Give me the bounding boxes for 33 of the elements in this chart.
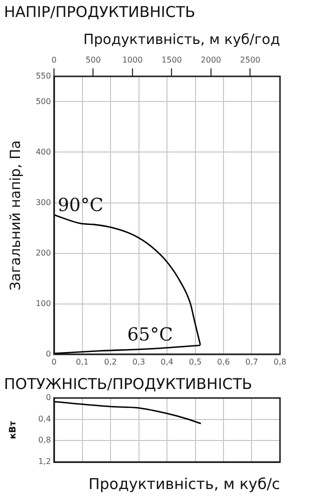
- y-tick-label: 500: [36, 96, 51, 106]
- series-label: 65°C: [127, 324, 173, 346]
- y-tick-label: 550: [36, 71, 51, 80]
- y-tick-label: 100: [36, 298, 51, 308]
- y-tick-label: 200: [36, 248, 51, 258]
- y-axis-title: кВт: [8, 420, 19, 440]
- y-tick-label: 0: [46, 349, 51, 358]
- y-tick-label: 0,8: [38, 436, 51, 445]
- y-axis-title: Загальний напір, Па: [8, 140, 24, 290]
- x-tick-label: 0,1: [76, 357, 89, 366]
- x2-tick-label: 1500: [162, 56, 182, 65]
- y-tick-label: 300: [36, 198, 51, 207]
- x2-axis-title: Продуктивність, м куб/год: [83, 32, 280, 48]
- y-tick-label: 0: [46, 393, 51, 402]
- chart-title: НАПІР/ПРОДУКТИВНІСТЬ: [4, 2, 196, 21]
- y-tick-label: 0,4: [38, 414, 51, 424]
- y-tick-label: 400: [36, 147, 51, 156]
- series-label: 90°C: [58, 195, 104, 216]
- x2-tick-label: 500: [86, 56, 101, 65]
- line-series: [54, 401, 202, 424]
- x-tick-label: 0,2: [104, 357, 117, 366]
- chart-title: ПОТУЖНІСТЬ/ПРОДУКТИВНІСТЬ: [4, 374, 252, 393]
- x-tick-label: 0,8: [274, 357, 286, 366]
- x2-tick-label: 2000: [200, 56, 222, 65]
- x-tick-label: 0,6: [217, 357, 230, 366]
- x2-tick-label: 1000: [122, 56, 143, 65]
- x-tick-label: 0,4: [160, 357, 174, 366]
- y-tick-label: 1,2: [38, 457, 51, 466]
- x2-tick-label: 2500: [240, 56, 260, 65]
- x-tick-label: 0,5: [188, 357, 202, 366]
- x-axis-title: Продуктивність, м куб/с: [88, 474, 280, 493]
- x-tick-label: 0,3: [132, 357, 146, 366]
- x-tick-label: 0,7: [245, 357, 258, 366]
